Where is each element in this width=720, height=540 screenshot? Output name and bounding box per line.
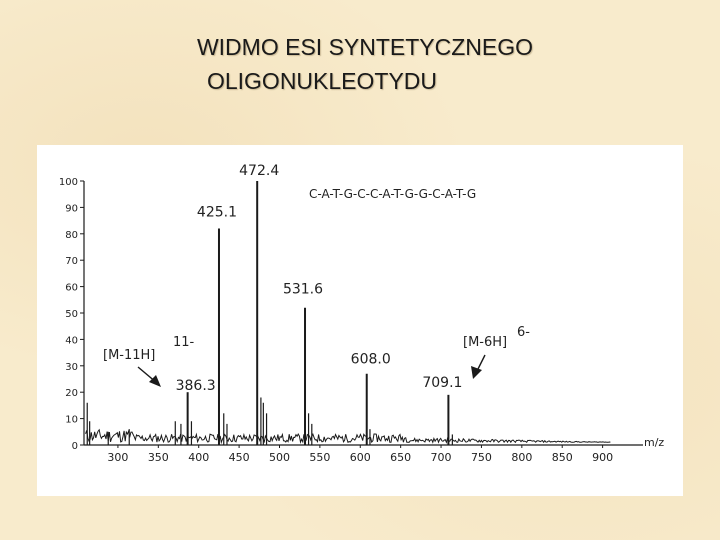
x-tick-label: 800 bbox=[511, 451, 532, 464]
annotations-group: 11- [M-11H] 6- [M-6H] bbox=[103, 325, 530, 387]
peak-label-472.4: 472.4 bbox=[239, 163, 279, 179]
slide-title: WIDMO ESI SYNTETYCZNEGO OLIGONUKLEOTYDU bbox=[0, 30, 720, 98]
y-tick-label: 80 bbox=[65, 230, 78, 241]
peak-label-425.1: 425.1 bbox=[197, 205, 237, 221]
y-tick-label: 90 bbox=[65, 203, 78, 214]
y-tick-label: 10 bbox=[65, 415, 78, 426]
title-line-1: WIDMO ESI SYNTETYCZNEGO bbox=[196, 34, 534, 60]
y-tick-label: 40 bbox=[65, 335, 78, 346]
annotation-m-11h: [M-11H] bbox=[103, 348, 155, 363]
y-tick-label: 60 bbox=[65, 283, 78, 294]
charge-label-6: 6- bbox=[517, 325, 530, 340]
annotation-m-6h: [M-6H] bbox=[463, 335, 507, 350]
peak-labels-group: 386.3 425.1 472.4 531.6 608.0 709.1 bbox=[176, 163, 463, 394]
peaks-group bbox=[186, 181, 450, 445]
x-tick-label: 750 bbox=[471, 451, 492, 464]
axes-group: 0 10 20 30 40 50 60 70 80 90 100 300 350 400 450 500 550… bbox=[59, 177, 643, 464]
peak-label-386.3: 386.3 bbox=[176, 378, 216, 394]
arrow-head-m-6h bbox=[471, 366, 482, 379]
baseline-noise-trace bbox=[85, 428, 611, 445]
baseline-noise-group bbox=[85, 397, 611, 445]
x-tick-label: 500 bbox=[269, 451, 290, 464]
peak-label-531.6: 531.6 bbox=[283, 282, 323, 298]
spectrum-figure: 0 10 20 30 40 50 60 70 80 90 100 300 350 400 450 500 550… bbox=[37, 145, 683, 496]
x-tick-label: 450 bbox=[229, 451, 250, 464]
x-tick-label: 400 bbox=[188, 451, 209, 464]
y-tick-label: 100 bbox=[59, 177, 78, 188]
x-tick-label: 700 bbox=[431, 451, 452, 464]
title-line-2: OLIGONUKLEOTYDU bbox=[206, 68, 438, 94]
arrow-shaft-m-6h bbox=[476, 354, 486, 372]
x-tick-label: 300 bbox=[107, 451, 128, 464]
y-tick-label: 20 bbox=[65, 388, 78, 399]
y-tick-label: 30 bbox=[65, 362, 78, 373]
x-tick-label: 550 bbox=[309, 451, 330, 464]
x-tick-label: 350 bbox=[148, 451, 169, 464]
charge-label-11: 11- bbox=[173, 335, 195, 350]
sequence-label: C-A-T-G-C-C-A-T-G-G-C-A-T-G bbox=[309, 187, 476, 201]
x-tick-label: 900 bbox=[592, 451, 613, 464]
x-axis-label: m/z bbox=[644, 436, 664, 449]
x-tick-label: 850 bbox=[552, 451, 573, 464]
y-tick-label: 70 bbox=[65, 256, 78, 267]
peak-label-608.0: 608.0 bbox=[351, 352, 391, 368]
x-tick-label: 600 bbox=[350, 451, 371, 464]
peak-label-709.1: 709.1 bbox=[422, 375, 462, 391]
y-tick-label: 50 bbox=[65, 309, 78, 320]
x-tick-label: 650 bbox=[390, 451, 411, 464]
mass-spectrum-chart: 0 10 20 30 40 50 60 70 80 90 100 300 350 400 450 500 550… bbox=[59, 163, 665, 464]
arrow-head-m-11h bbox=[149, 375, 161, 387]
y-tick-label: 0 bbox=[72, 441, 78, 452]
